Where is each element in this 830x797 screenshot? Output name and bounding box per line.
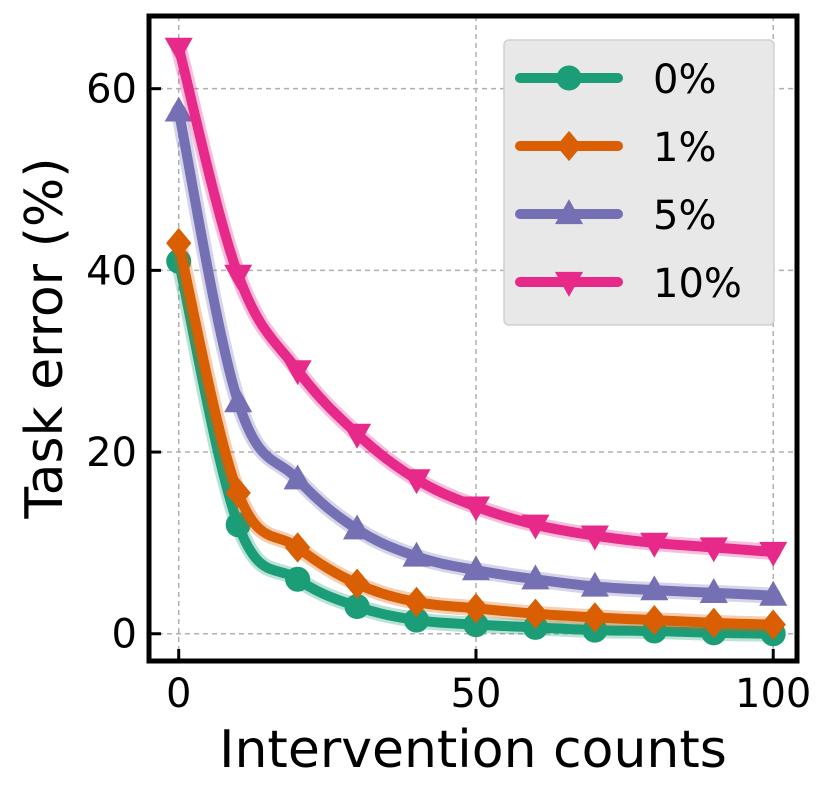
y-tick-label: 40: [86, 248, 137, 294]
x-tick-label: 0: [166, 671, 191, 717]
data-point: [283, 464, 312, 490]
series-1%: [166, 227, 786, 640]
data-point: [701, 607, 727, 639]
data-point: [463, 593, 489, 624]
data-point: [461, 555, 491, 581]
legend-entry: 10%: [515, 261, 742, 307]
series-layer: [164, 37, 788, 647]
data-point: [640, 575, 669, 601]
x-tick-label: 50: [451, 671, 502, 717]
legend-marker: [554, 199, 584, 225]
data-point: [403, 586, 430, 618]
data-point: [461, 496, 491, 522]
legend: 0% 1% 5% 10%: [503, 39, 775, 326]
data-point: [699, 578, 728, 603]
legend-entry: 5%: [515, 193, 716, 239]
data-point: [164, 96, 193, 122]
data-point: [582, 602, 608, 633]
legend-marker: [556, 130, 582, 162]
plot-frame: [146, 13, 800, 664]
data-point: [522, 598, 549, 629]
data-point: [164, 37, 193, 63]
data-point: [285, 566, 311, 592]
data-point: [343, 423, 372, 449]
data-point: [521, 514, 550, 540]
legend-label: 0%: [653, 57, 716, 103]
data-point: [580, 525, 609, 551]
legend-label: 5%: [653, 193, 716, 239]
legend-marker: [556, 65, 582, 91]
series-10%: [164, 37, 788, 567]
data-point: [402, 541, 431, 567]
legend-label: 10%: [653, 261, 742, 307]
data-point: [224, 264, 253, 290]
data-point: [343, 514, 372, 540]
data-point: [640, 532, 669, 558]
data-point: [402, 469, 431, 495]
data-point: [224, 387, 253, 413]
data-point: [580, 571, 609, 597]
data-point: [760, 609, 786, 640]
data-point: [225, 477, 251, 509]
legend-marker: [554, 271, 584, 297]
x-tick-label: 100: [735, 671, 811, 717]
data-point: [344, 568, 370, 599]
ticks: 0 50 100 0 20 40 60: [86, 67, 811, 717]
data-point: [699, 537, 728, 563]
legend-entry: 0%: [515, 57, 716, 103]
legend-label: 1%: [653, 125, 716, 171]
data-point: [521, 564, 550, 590]
data-point: [284, 532, 311, 563]
y-tick-label: 20: [86, 430, 137, 476]
data-point: [283, 360, 312, 386]
legend-entry: 1%: [515, 125, 716, 171]
data-point: [166, 227, 192, 259]
data-point: [641, 604, 667, 636]
data-point: [759, 580, 788, 606]
x-axis-title: Intervention counts: [219, 720, 727, 780]
data-point: [759, 541, 788, 567]
legend-box: [503, 39, 775, 326]
y-tick-label: 0: [112, 612, 137, 658]
y-tick-label: 60: [86, 67, 137, 113]
y-axis-title: Task error (%): [15, 157, 75, 519]
series-5%: [164, 96, 788, 606]
